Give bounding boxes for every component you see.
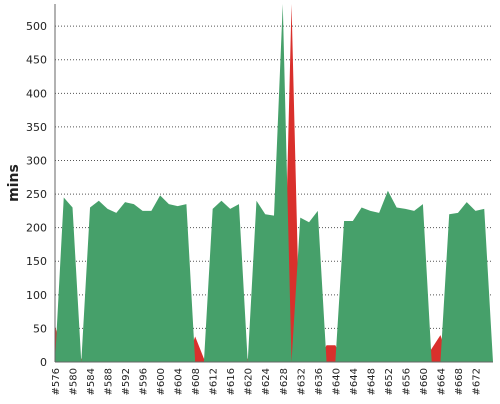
x-tick-label: #664 [436,368,447,395]
x-tick-label: #640 [331,368,342,395]
x-tick-label: #620 [244,368,255,395]
y-tick-label: 450 [26,54,47,67]
x-tick-label: #604 [174,368,185,395]
x-tick-label: #580 [69,368,80,395]
area [55,4,493,362]
x-tick-label: #660 [419,368,430,395]
x-tick-label: #624 [261,368,272,395]
y-tick-label: 400 [26,87,47,100]
x-tick-label: #616 [226,368,237,395]
y-tick-label: 150 [26,255,47,268]
x-tick-label: #656 [401,368,412,395]
x-tick-label: #592 [121,368,132,395]
x-tick-label: #652 [384,368,395,395]
x-tick-label: #600 [156,368,167,395]
x-tick-label: #648 [366,368,377,395]
x-tick-label: #596 [139,368,150,395]
x-tick-label: #628 [279,368,290,395]
y-tick-label: 250 [26,188,47,201]
x-tick-label: #672 [471,368,482,395]
x-tick-label: #588 [104,368,115,395]
x-tick-label: #632 [296,368,307,395]
x-tick-label: #644 [349,368,360,395]
y-tick-label: 350 [26,121,47,134]
y-tick-label: 100 [26,289,47,302]
y-axis-title: mins [6,164,22,202]
x-tick-label: #668 [454,368,465,395]
x-tick-label: #608 [191,368,202,395]
x-tick-label: #584 [86,368,97,395]
y-tick-label: 300 [26,154,47,167]
x-tick-label: #612 [209,368,220,395]
y-tick-label: 200 [26,222,47,235]
y-tick-label: 500 [26,20,47,33]
y-tick-label: 0 [40,356,47,369]
y-tick-label: 50 [33,322,47,335]
x-tick-label: #576 [51,368,62,395]
x-tick-label: #636 [314,368,325,395]
